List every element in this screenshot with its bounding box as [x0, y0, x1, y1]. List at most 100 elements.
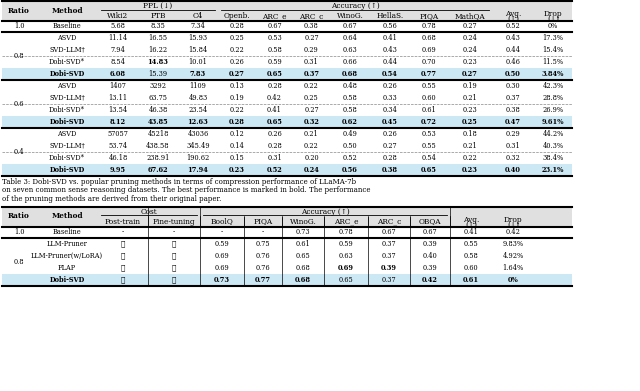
Text: 0.41: 0.41: [267, 106, 282, 114]
Text: 0.50: 0.50: [505, 70, 521, 78]
Text: 0.39: 0.39: [422, 264, 437, 271]
Text: 0.69: 0.69: [338, 264, 354, 271]
Text: WinoG.: WinoG.: [337, 12, 364, 20]
Text: 0.41: 0.41: [383, 34, 397, 42]
Text: 0.68: 0.68: [422, 34, 436, 42]
Text: 0.26: 0.26: [383, 130, 397, 138]
Text: 0.19: 0.19: [230, 94, 244, 102]
Text: 0.28: 0.28: [229, 118, 245, 126]
Text: Avg.: Avg.: [463, 215, 479, 224]
Text: ✗: ✗: [172, 240, 176, 248]
Text: 0.56: 0.56: [342, 166, 358, 174]
Text: 0.78: 0.78: [339, 228, 353, 236]
Text: 0.65: 0.65: [421, 166, 437, 174]
Text: 0.26: 0.26: [230, 58, 244, 66]
Text: 0.37: 0.37: [381, 251, 396, 260]
Text: 0.65: 0.65: [267, 118, 282, 126]
Text: 0.46: 0.46: [506, 58, 520, 66]
Text: ✗: ✗: [172, 264, 176, 271]
Text: 0.49: 0.49: [342, 130, 357, 138]
Text: 0.45: 0.45: [382, 118, 398, 126]
Text: Openb.: Openb.: [223, 12, 250, 20]
Text: 0.40: 0.40: [505, 166, 521, 174]
Text: 0.8: 0.8: [13, 52, 24, 60]
Text: 0.25: 0.25: [304, 94, 319, 102]
Text: Drop: Drop: [504, 215, 522, 224]
Text: Wiki2: Wiki2: [108, 12, 129, 20]
Text: 15.39: 15.39: [148, 70, 168, 78]
Text: 6.08: 6.08: [110, 70, 126, 78]
Text: ✓: ✓: [121, 240, 125, 248]
Text: 16.55: 16.55: [148, 34, 168, 42]
Text: 0.27: 0.27: [229, 70, 245, 78]
Text: 0.58: 0.58: [267, 46, 282, 54]
Text: 7.83: 7.83: [190, 70, 206, 78]
Text: ASVD: ASVD: [58, 82, 77, 90]
Text: C4: C4: [193, 12, 203, 20]
Text: Method: Method: [51, 212, 83, 221]
Text: 0.58: 0.58: [342, 106, 357, 114]
Text: 14.83: 14.83: [148, 58, 168, 66]
Text: 0.22: 0.22: [304, 142, 319, 150]
Text: 44.2%: 44.2%: [542, 130, 564, 138]
Text: PTB: PTB: [150, 12, 166, 20]
Text: (↓): (↓): [547, 15, 559, 23]
Text: 7.34: 7.34: [191, 23, 205, 30]
Text: Post-train: Post-train: [105, 217, 141, 226]
Text: 0.69: 0.69: [422, 46, 436, 54]
Text: 0.28: 0.28: [383, 154, 397, 162]
Text: 8.54: 8.54: [111, 58, 125, 66]
Text: 0.67: 0.67: [381, 228, 396, 236]
Text: 0.43: 0.43: [383, 46, 397, 54]
Text: 1407: 1407: [109, 82, 127, 90]
Bar: [2, 1, 572, 21]
Text: Dobi-SVD*: Dobi-SVD*: [49, 106, 85, 114]
Text: 0.22: 0.22: [463, 154, 477, 162]
Text: 0.68: 0.68: [296, 264, 310, 271]
Text: Method: Method: [51, 7, 83, 15]
Text: 0.52: 0.52: [267, 166, 282, 174]
Text: 0.37: 0.37: [381, 240, 396, 248]
Text: -: -: [221, 228, 223, 236]
Text: 0.41: 0.41: [463, 228, 479, 236]
Text: 0.15: 0.15: [230, 154, 244, 162]
Text: ✗: ✗: [172, 276, 176, 283]
Text: 0.24: 0.24: [303, 166, 319, 174]
Text: 0.24: 0.24: [463, 46, 477, 54]
Text: 8.35: 8.35: [150, 23, 165, 30]
Text: 0.21: 0.21: [463, 142, 477, 150]
Text: FLAP: FLAP: [58, 264, 76, 271]
Text: LLM-Pruner(w/LoRA): LLM-Pruner(w/LoRA): [31, 251, 103, 260]
Text: 345.49: 345.49: [186, 142, 210, 150]
Text: 0.65: 0.65: [339, 276, 353, 283]
Text: OBQA: OBQA: [419, 217, 442, 226]
Text: PIQA: PIQA: [419, 12, 438, 20]
Text: 0.4: 0.4: [13, 148, 24, 156]
Text: 0.28: 0.28: [267, 142, 282, 150]
Text: 0.23: 0.23: [463, 58, 477, 66]
Text: ✓: ✓: [121, 264, 125, 271]
Text: 0.72: 0.72: [421, 118, 437, 126]
Text: Dobi-SVD: Dobi-SVD: [49, 276, 84, 283]
Text: 0%: 0%: [508, 276, 518, 283]
Text: 15.93: 15.93: [188, 34, 207, 42]
Text: 0.54: 0.54: [422, 154, 436, 162]
Text: 7.94: 7.94: [111, 46, 125, 54]
Text: 53.74: 53.74: [108, 142, 127, 150]
Text: 0.32: 0.32: [303, 118, 319, 126]
Text: 12.63: 12.63: [188, 118, 209, 126]
Text: 0.54: 0.54: [382, 70, 398, 78]
Text: 43036: 43036: [188, 130, 209, 138]
Text: 11.14: 11.14: [108, 34, 127, 42]
Text: 190.62: 190.62: [186, 154, 210, 162]
Text: 8.12: 8.12: [110, 118, 126, 126]
Text: PIQA: PIQA: [253, 217, 273, 226]
Text: Avg.: Avg.: [505, 10, 521, 18]
Text: 0.29: 0.29: [506, 130, 520, 138]
Bar: [2, 206, 572, 226]
Text: Dobi-SVD: Dobi-SVD: [49, 118, 84, 126]
Text: SVD-LLM†: SVD-LLM†: [49, 142, 85, 150]
Text: 0.39: 0.39: [381, 264, 397, 271]
Text: LLM-Pruner: LLM-Pruner: [47, 240, 88, 248]
Text: 0.75: 0.75: [256, 240, 270, 248]
